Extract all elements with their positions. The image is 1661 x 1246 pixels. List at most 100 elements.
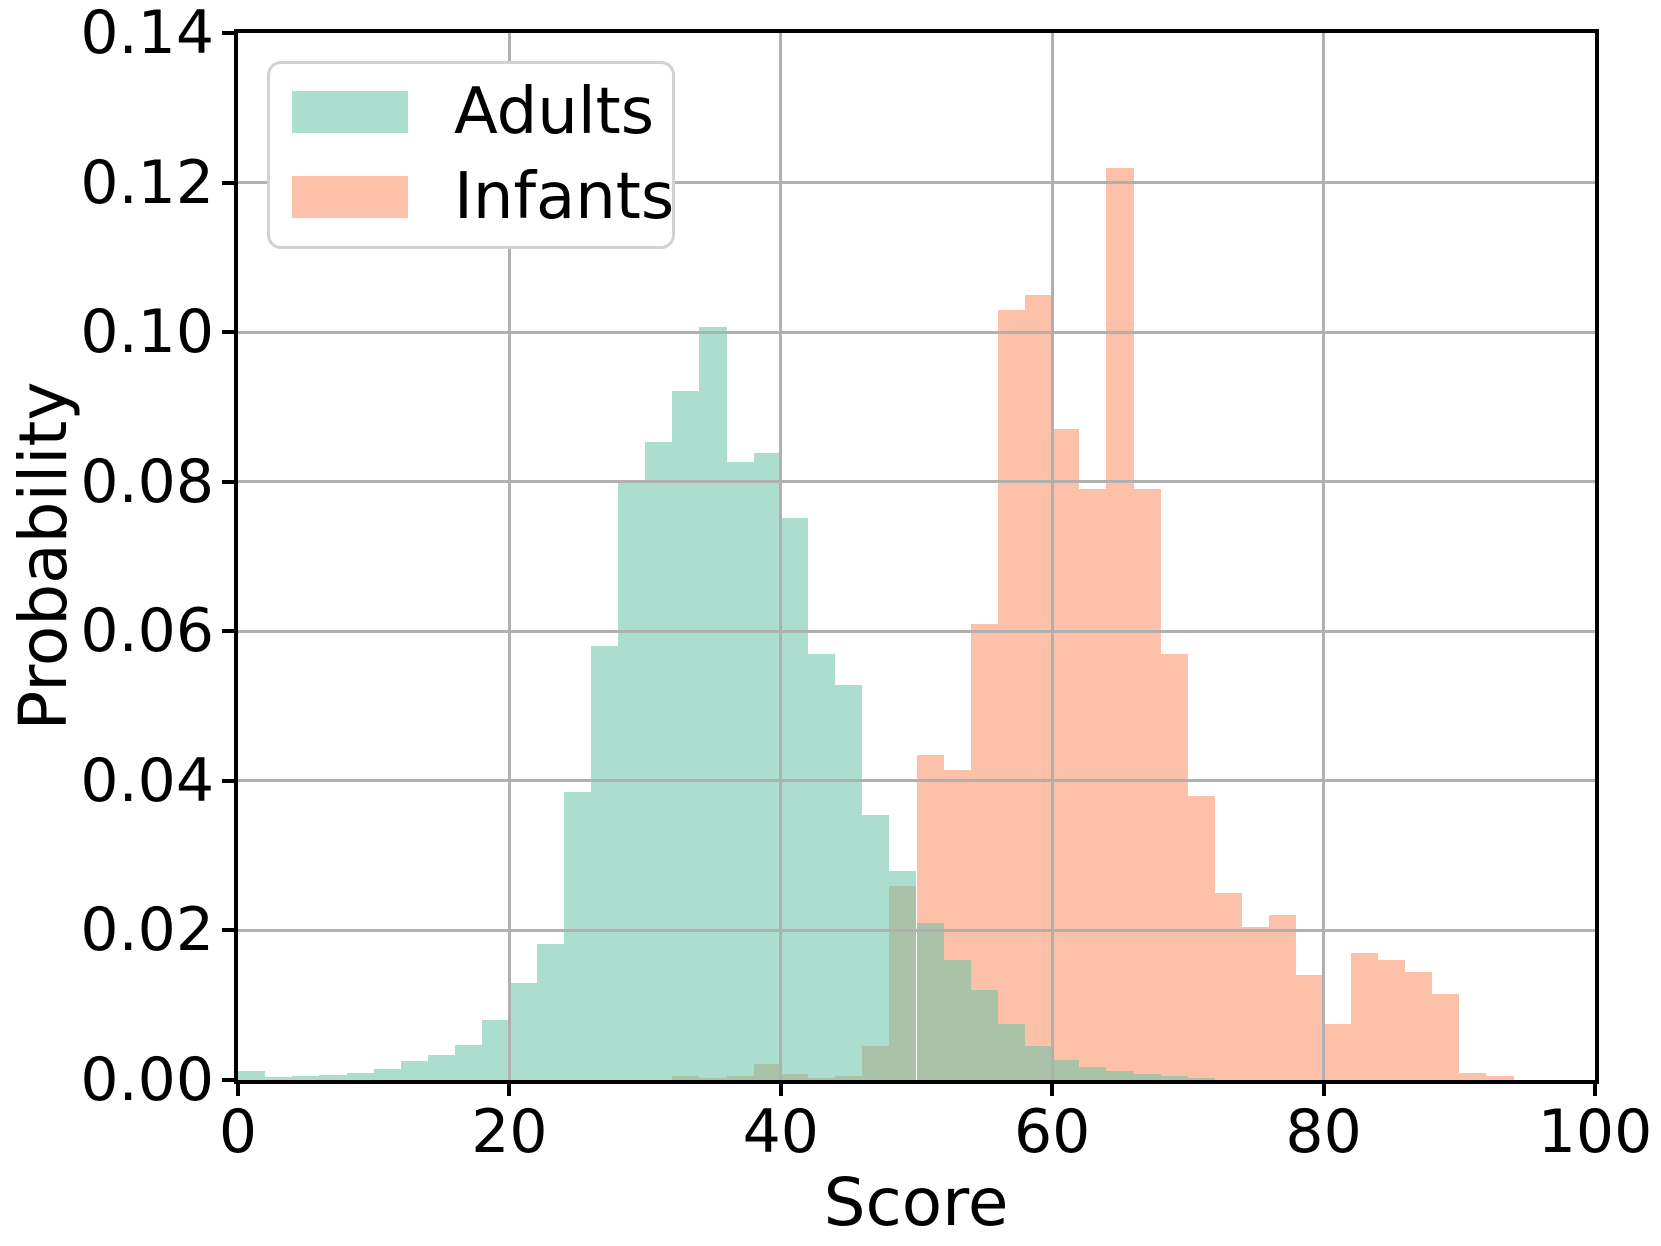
adults-histogram-bar	[590, 646, 618, 1080]
x-axis-tick	[1050, 1080, 1055, 1096]
adults-histogram-bar	[645, 442, 673, 1080]
infants-histogram-bar	[1486, 1076, 1514, 1080]
infants-histogram-bar	[997, 309, 1026, 1080]
infants-histogram-bar	[1432, 994, 1460, 1080]
y-axis-tick	[222, 180, 238, 185]
x-tick-label: 40	[742, 1097, 819, 1167]
x-tick-label: 100	[1537, 1097, 1653, 1167]
y-tick-label: 0.02	[80, 895, 214, 966]
adults-histogram-bar	[1160, 1076, 1188, 1080]
adults-histogram-bar	[238, 1071, 266, 1080]
y-axis-tick	[222, 778, 238, 783]
legend-label-adults: Adults	[454, 75, 655, 149]
infants-histogram-bar	[1025, 294, 1053, 1080]
adults-histogram-bar	[536, 943, 564, 1080]
infants-histogram-bar	[1296, 975, 1324, 1080]
adults-histogram-bar	[780, 518, 808, 1080]
adults-histogram-bar	[346, 1072, 374, 1080]
x-tick-label: 80	[1285, 1097, 1362, 1167]
gridlines-layer	[238, 33, 1595, 1080]
gridline-vertical	[507, 33, 511, 1080]
gridline-vertical	[1322, 33, 1326, 1080]
gridline-horizontal	[238, 480, 1595, 484]
adults-histogram-bar	[373, 1068, 401, 1080]
adults-histogram-bar	[997, 1023, 1026, 1080]
adults-histogram-bar	[1079, 1066, 1107, 1080]
x-axis-tick	[778, 1080, 783, 1096]
y-axis-tick	[222, 629, 238, 634]
adults-histogram-bar	[889, 870, 917, 1080]
y-axis-tick	[222, 330, 238, 335]
infants-histogram-bar	[1079, 489, 1107, 1080]
adults-histogram-bar	[753, 453, 781, 1080]
infants-histogram-bar	[1323, 1023, 1351, 1080]
y-tick-label: 0.14	[80, 0, 214, 68]
infants-legend-swatch	[292, 176, 408, 218]
plot-area	[234, 29, 1599, 1084]
infants-histogram-bar	[1269, 915, 1297, 1080]
infants-histogram-bar	[1405, 971, 1433, 1080]
legend-label-infants: Infants	[454, 160, 675, 234]
adults-histogram-bar	[1025, 1046, 1053, 1080]
gridline-vertical	[779, 33, 783, 1080]
legend-entry-adults: Adults	[292, 80, 654, 144]
adults-histogram-bar	[862, 815, 890, 1080]
y-axis-tick	[222, 1078, 238, 1082]
x-tick-label: 60	[1014, 1097, 1091, 1167]
adults-histogram-bar	[1187, 1077, 1216, 1080]
axis-spine-left	[234, 29, 238, 1084]
x-axis-tick	[507, 1080, 512, 1096]
infants-histogram-bar	[1377, 960, 1405, 1080]
infants-histogram-bar	[1187, 795, 1216, 1080]
infants-histogram-bar	[1215, 893, 1243, 1080]
x-axis-tick	[236, 1080, 240, 1096]
infants-histogram-bar	[1242, 926, 1270, 1080]
x-axis-title: Score	[823, 1164, 1009, 1241]
adults-histogram-bar	[672, 391, 700, 1080]
x-axis-tick	[1321, 1080, 1326, 1096]
adults-histogram-bar	[1106, 1071, 1134, 1080]
adults-histogram-bar	[835, 685, 863, 1080]
gridline-vertical	[1050, 33, 1054, 1080]
gridline-horizontal	[238, 629, 1595, 633]
adults-histogram-bar	[1052, 1059, 1080, 1080]
infants-histogram-bar	[1160, 653, 1188, 1080]
x-axis-tick	[1593, 1080, 1597, 1096]
y-tick-label: 0.06	[80, 596, 214, 667]
infants-histogram-bar	[1459, 1072, 1487, 1080]
adults-legend-swatch	[292, 91, 408, 133]
adults-histogram-bar	[319, 1074, 347, 1080]
infants-histogram-bar	[1106, 167, 1134, 1080]
adults-histogram-bar	[455, 1044, 483, 1080]
adults-histogram-bar	[265, 1077, 293, 1080]
adults-histogram-bar	[699, 326, 727, 1080]
gridline-horizontal	[238, 181, 1595, 185]
infants-histogram-bar	[1133, 489, 1161, 1080]
x-tick-label: 0	[218, 1097, 258, 1167]
adults-histogram-bar	[292, 1075, 320, 1080]
gridline-horizontal	[238, 330, 1595, 334]
infants-histogram-bar	[1350, 952, 1378, 1080]
adults-histogram-bar	[400, 1061, 428, 1080]
axis-spine-bottom	[236, 1080, 1597, 1084]
y-tick-label: 0.12	[80, 147, 214, 218]
x-tick-label: 20	[471, 1097, 548, 1167]
y-tick-label: 0.00	[80, 1045, 214, 1115]
y-axis-tick	[222, 31, 238, 35]
legend-box: Adults Infants	[267, 61, 675, 249]
axis-spine-top	[236, 29, 1597, 33]
adults-histogram-bar	[427, 1054, 456, 1080]
y-tick-label: 0.08	[80, 446, 214, 517]
gridline-horizontal	[238, 928, 1595, 932]
y-axis-title: Probability	[5, 381, 82, 731]
adults-histogram-bar	[563, 792, 591, 1080]
adults-histogram-bar	[509, 982, 537, 1080]
y-tick-label: 0.10	[80, 297, 214, 368]
adults-histogram-bar	[807, 654, 836, 1080]
adults-histogram-bar	[916, 922, 944, 1080]
y-axis-tick	[222, 479, 238, 484]
adults-histogram-bar	[943, 960, 971, 1080]
y-tick-label: 0.04	[80, 745, 214, 816]
legend-entry-infants: Infants	[292, 165, 674, 229]
